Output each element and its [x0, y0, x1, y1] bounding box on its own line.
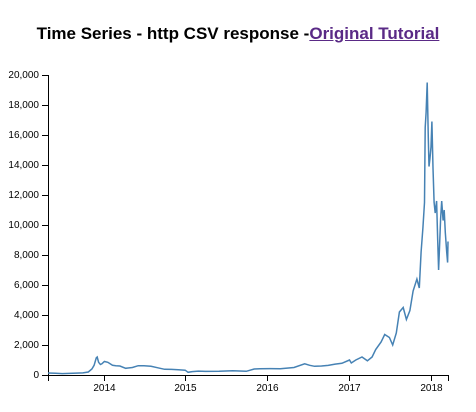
y-tick-label: 20,000	[8, 70, 39, 81]
x-tick-label: 2014	[93, 383, 116, 394]
y-axis: 0 2,000 4,000 6,000 8,000 10,000 12,000 14,000 1…	[8, 70, 49, 381]
x-axis: 2014 2015 2016 2017 2018	[48, 375, 449, 394]
y-tick-label: 16,000	[8, 130, 39, 141]
x-tick-label: 2018	[420, 383, 443, 394]
x-tick-label: 2017	[338, 383, 361, 394]
original-tutorial-link[interactable]: Original Tutorial	[309, 24, 440, 43]
y-tick-label: 0	[33, 370, 39, 381]
series-line	[47, 82, 449, 375]
y-tick-label: 18,000	[8, 100, 39, 111]
page-title-text: Time Series - http CSV response -	[36, 24, 310, 43]
y-tick-label: 8,000	[14, 250, 39, 261]
y-tick-label: 14,000	[8, 160, 39, 171]
x-tick-label: 2016	[256, 383, 279, 394]
y-tick-label: 4,000	[14, 310, 39, 321]
y-tick-label: 12,000	[8, 190, 39, 201]
x-tick-label: 2015	[174, 383, 197, 394]
y-tick-label: 10,000	[8, 220, 39, 231]
y-tick-label: 6,000	[14, 280, 39, 291]
page-title: Time Series - http CSV response -Origina…	[0, 24, 476, 44]
x-axis-line	[48, 375, 449, 381]
y-tick-label: 2,000	[14, 340, 39, 351]
